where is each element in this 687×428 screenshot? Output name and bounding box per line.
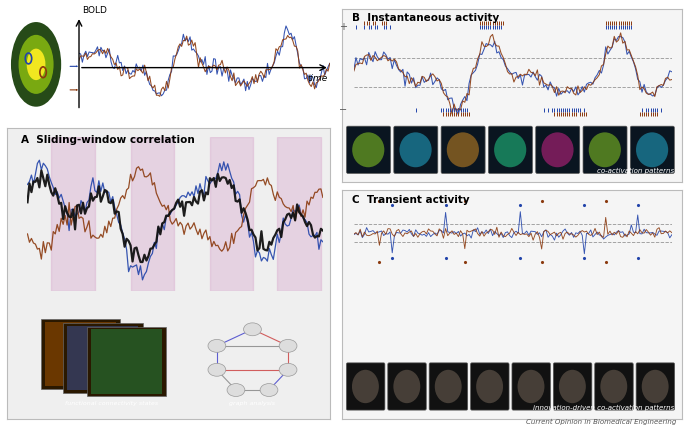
Ellipse shape [352, 132, 384, 167]
FancyBboxPatch shape [87, 327, 166, 396]
FancyBboxPatch shape [346, 126, 390, 173]
Ellipse shape [636, 132, 668, 167]
Circle shape [227, 383, 245, 396]
FancyBboxPatch shape [553, 363, 592, 410]
Ellipse shape [394, 370, 420, 403]
Circle shape [19, 35, 54, 94]
Ellipse shape [476, 370, 503, 403]
Ellipse shape [399, 132, 431, 167]
Text: C  Transient activity: C Transient activity [352, 195, 469, 205]
Circle shape [27, 49, 45, 80]
FancyBboxPatch shape [583, 126, 627, 173]
Ellipse shape [600, 370, 627, 403]
FancyBboxPatch shape [346, 363, 385, 410]
FancyBboxPatch shape [512, 363, 550, 410]
Bar [45, 322, 116, 386]
Circle shape [260, 383, 278, 396]
Bar [67, 326, 138, 390]
Circle shape [208, 363, 226, 376]
Text: BOLD: BOLD [82, 6, 107, 15]
Ellipse shape [559, 370, 586, 403]
Circle shape [279, 339, 297, 352]
Bar [210, 137, 254, 291]
Text: Current Opinion in Biomedical Engineering: Current Opinion in Biomedical Engineerin… [526, 419, 677, 425]
FancyBboxPatch shape [63, 323, 143, 393]
Text: −: − [339, 105, 348, 115]
FancyBboxPatch shape [636, 363, 675, 410]
Ellipse shape [541, 132, 574, 167]
Text: graph analysis: graph analysis [229, 401, 275, 406]
Text: co-activation patterns: co-activation patterns [597, 168, 675, 175]
Text: functional connectivity states: functional connectivity states [65, 401, 158, 406]
Ellipse shape [494, 132, 526, 167]
Bar [278, 137, 321, 291]
Ellipse shape [435, 370, 462, 403]
Text: innovation-driven co-activation patterns: innovation-driven co-activation patterns [533, 405, 675, 411]
Circle shape [208, 339, 226, 352]
Ellipse shape [589, 132, 621, 167]
FancyBboxPatch shape [387, 363, 426, 410]
Circle shape [244, 323, 261, 336]
FancyBboxPatch shape [41, 319, 120, 389]
Bar [52, 137, 95, 291]
Ellipse shape [447, 132, 479, 167]
FancyBboxPatch shape [394, 126, 438, 173]
FancyBboxPatch shape [429, 363, 468, 410]
FancyBboxPatch shape [441, 126, 485, 173]
Text: +: + [339, 22, 348, 32]
Bar [91, 329, 162, 394]
Ellipse shape [517, 370, 545, 403]
Text: A  Sliding-window correlation: A Sliding-window correlation [21, 135, 194, 145]
FancyBboxPatch shape [595, 363, 633, 410]
Circle shape [11, 22, 61, 107]
Circle shape [279, 363, 297, 376]
Text: B  Instantaneous activity: B Instantaneous activity [352, 13, 499, 23]
FancyBboxPatch shape [471, 363, 509, 410]
Ellipse shape [642, 370, 668, 403]
Bar [131, 137, 174, 291]
FancyBboxPatch shape [488, 126, 532, 173]
FancyBboxPatch shape [536, 126, 580, 173]
Text: time: time [308, 74, 328, 83]
Ellipse shape [352, 370, 379, 403]
FancyBboxPatch shape [631, 126, 675, 173]
